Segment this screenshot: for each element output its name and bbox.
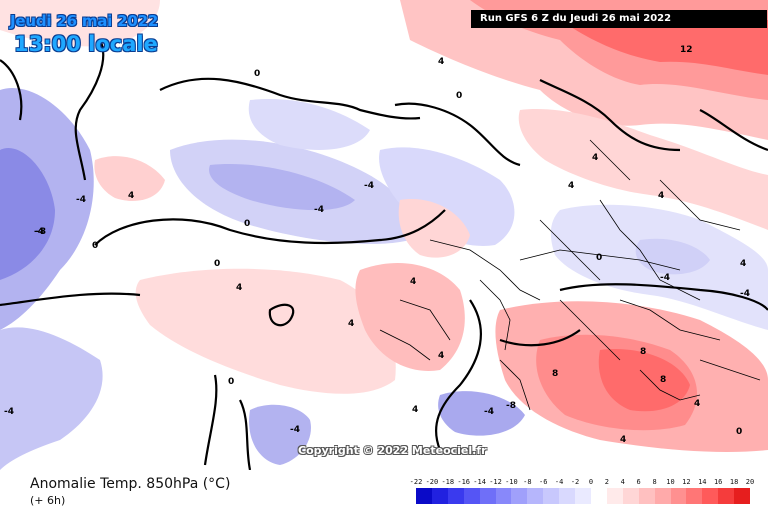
legend-tick-label: -22 xyxy=(409,478,423,486)
map-label: 0 xyxy=(596,253,602,263)
legend-swatch xyxy=(447,488,464,504)
map-label: -8 xyxy=(506,401,516,411)
legend-swatch xyxy=(654,488,671,504)
run-info: Run GFS 6 Z du Jeudi 26 mai 2022 xyxy=(471,10,767,28)
legend-tick-label: -8 xyxy=(523,478,532,486)
legend-swatch xyxy=(479,488,496,504)
copyright: Copyright © 2022 Meteociel.fr xyxy=(298,444,487,457)
map-label: -4 xyxy=(660,273,670,283)
map-label: -4 xyxy=(364,181,374,191)
legend-tick-label: -12 xyxy=(489,478,502,486)
legend-swatch xyxy=(543,488,560,504)
legend-swatch xyxy=(590,488,607,504)
map-label: 0 xyxy=(736,427,742,437)
legend-tick-label: -14 xyxy=(473,478,486,486)
map-label: 12 xyxy=(680,45,693,55)
legend-swatch xyxy=(559,488,576,504)
contour-value-labels: 12 4 0 0 0 0 0 -4 -4 -4 -4 4 4 4 4 4 4 -… xyxy=(4,45,750,445)
map-title: Anomalie Temp. 850hPa (°C) xyxy=(30,476,231,492)
legend-swatch xyxy=(431,488,448,504)
legend-tick-label: 12 xyxy=(682,478,691,486)
legend-tick-label: 2 xyxy=(604,478,609,486)
legend-bar xyxy=(416,488,751,504)
map-label: -4 xyxy=(76,195,86,205)
map-label: 4 xyxy=(694,399,700,409)
map-label: 4 xyxy=(128,191,134,201)
map-label: 0 xyxy=(254,69,260,79)
anomaly-map: 12 4 0 0 0 0 0 -4 -4 -4 -4 4 4 4 4 4 4 -… xyxy=(0,0,768,470)
legend-tick-label: -4 xyxy=(554,478,564,486)
legend-tick-label: 20 xyxy=(745,478,755,486)
legend-tick-label: 16 xyxy=(713,478,723,486)
map-label: 4 xyxy=(438,57,444,67)
map-label: 0 xyxy=(214,259,220,269)
map-label: 4 xyxy=(592,153,598,163)
legend-tick-label: 18 xyxy=(729,478,739,486)
local-time: 13:00 locale xyxy=(14,32,158,56)
legend-tick-label: 4 xyxy=(620,478,625,486)
map-label: -4 xyxy=(34,227,44,237)
legend-swatch xyxy=(686,488,703,504)
map-label: 4 xyxy=(236,283,242,293)
map-label: 4 xyxy=(740,259,746,269)
legend-tick-label: 6 xyxy=(636,478,641,486)
map-label: 4 xyxy=(658,191,664,201)
lead-time: (+ 6h) xyxy=(30,494,66,507)
map-label: 4 xyxy=(438,351,444,361)
legend-tick-label: 8 xyxy=(652,478,657,486)
legend-swatch xyxy=(606,488,623,504)
map-label: 0 xyxy=(456,91,462,101)
legend-tick-label: -18 xyxy=(441,478,455,486)
cold-anomaly-areas xyxy=(0,88,768,470)
legend-tick-label: -6 xyxy=(539,478,548,486)
legend-tick-label: 14 xyxy=(698,478,707,486)
legend-swatch xyxy=(670,488,687,504)
map-label: -4 xyxy=(4,407,14,417)
warm-anomaly-areas xyxy=(0,0,768,452)
map-label: -4 xyxy=(290,425,300,435)
legend-swatch xyxy=(622,488,639,504)
map-label: 4 xyxy=(410,277,416,287)
map-label: 0 xyxy=(92,241,98,251)
map-label: 0 xyxy=(244,219,250,229)
map-label: 8 xyxy=(640,347,646,357)
legend-tick-label: -16 xyxy=(457,478,471,486)
legend-swatch xyxy=(527,488,544,504)
legend-swatch xyxy=(463,488,480,504)
map-label: -4 xyxy=(740,289,750,299)
color-legend: -22 -20 -18 -16 -14 -12 -10 -8 -6 -4 -2 0 2 4 6 8 10 12 14… xyxy=(410,478,754,510)
map-label: 4 xyxy=(620,435,626,445)
map-label: 8 xyxy=(660,375,666,385)
legend-swatch xyxy=(495,488,512,504)
legend-tick-label: 0 xyxy=(588,478,594,486)
contour-lines xyxy=(0,39,768,470)
legend-swatch xyxy=(702,488,719,504)
footer: Anomalie Temp. 850hPa (°C) (+ 6h) -22 -20… xyxy=(0,470,768,512)
map-label: 0 xyxy=(228,377,234,387)
map-label: -8 xyxy=(36,227,46,237)
legend-swatch xyxy=(511,488,528,504)
map-label: 8 xyxy=(552,369,558,379)
legend-tick-label: -2 xyxy=(570,478,580,486)
map-label: -4 xyxy=(314,205,324,215)
map-label: 4 xyxy=(348,319,354,329)
legend-swatch xyxy=(718,488,735,504)
legend-swatch xyxy=(575,488,591,504)
legend-swatch xyxy=(638,488,655,504)
map-label: 4 xyxy=(412,405,418,415)
country-borders xyxy=(379,139,761,411)
legend-swatch xyxy=(416,488,432,504)
map-svg: 12 4 0 0 0 0 0 -4 -4 -4 -4 4 4 4 4 4 4 -… xyxy=(0,0,768,470)
legend-tick-label: 10 xyxy=(666,478,675,486)
legend-tick-label: -20 xyxy=(425,478,439,486)
map-label: 4 xyxy=(568,181,574,191)
map-label: -4 xyxy=(484,407,494,417)
legend-tick-label: -10 xyxy=(505,478,518,486)
forecast-date: Jeudi 26 mai 2022 xyxy=(10,12,159,30)
legend-swatch xyxy=(734,488,751,504)
